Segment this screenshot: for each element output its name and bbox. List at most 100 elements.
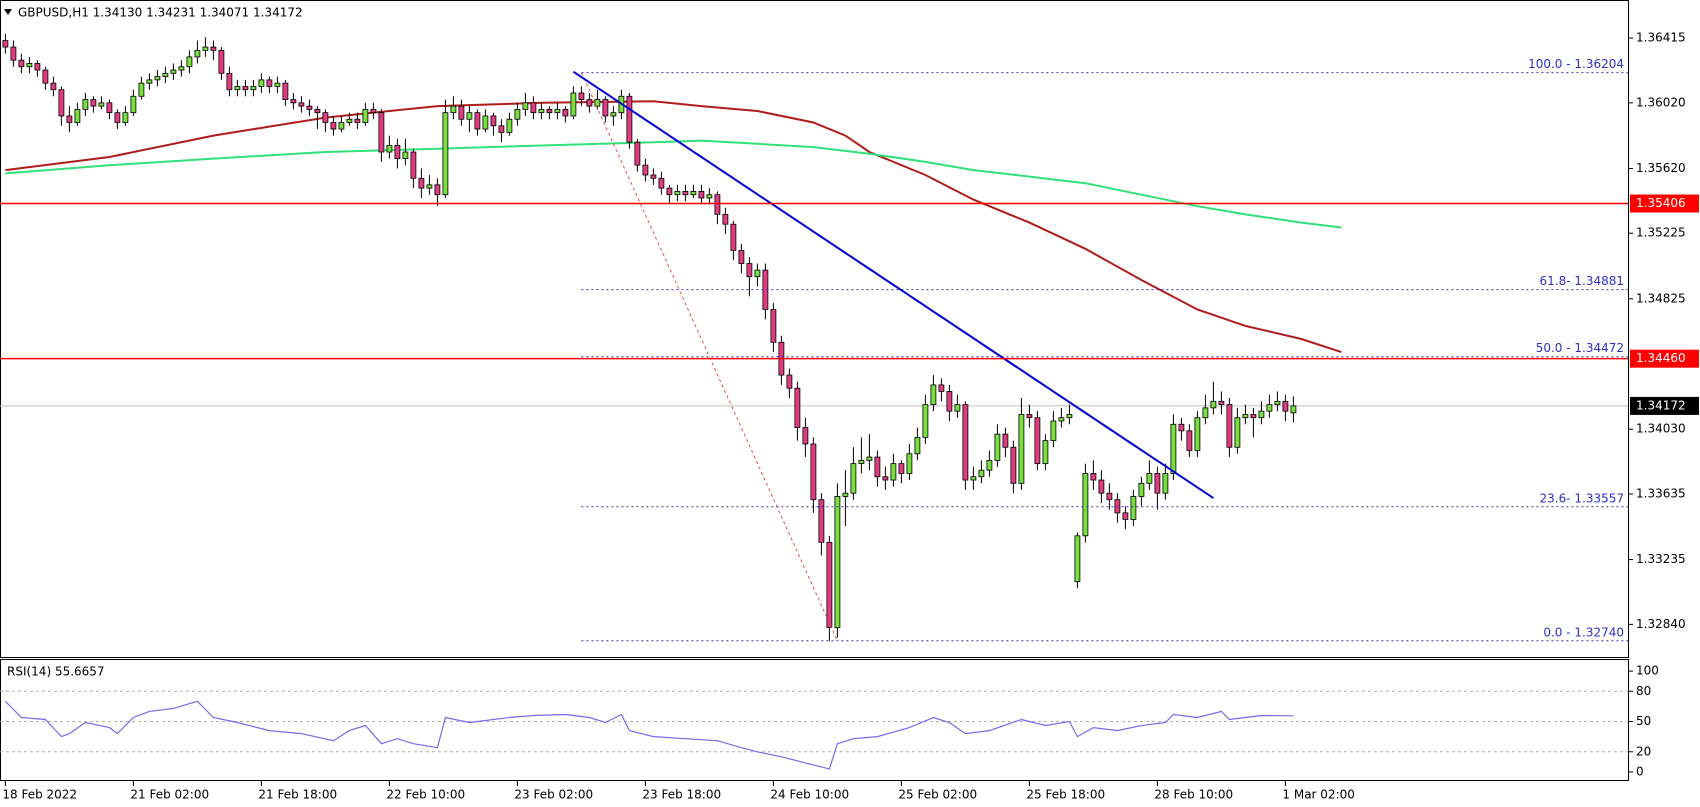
candle-body	[426, 184, 433, 189]
candle-body	[1274, 400, 1281, 405]
candle-body	[474, 112, 481, 130]
candle-body	[354, 118, 361, 123]
candle-body	[954, 404, 961, 412]
candle-body	[74, 108, 81, 123]
x-tick-label: 25 Feb 02:00	[898, 788, 977, 802]
candle-body	[922, 404, 929, 438]
chart-title: GBPUSD,H1 1.34130 1.34231 1.34071 1.3417…	[18, 6, 303, 20]
candle-body	[58, 89, 65, 117]
candle-body	[394, 145, 401, 159]
candle-body	[258, 79, 265, 87]
candle-body	[1258, 410, 1265, 419]
candle-body	[1010, 446, 1017, 484]
candle-body	[730, 223, 737, 251]
rsi-title: RSI(14) 55.6657	[7, 665, 105, 679]
candle-body	[1282, 400, 1289, 412]
level-label: 1.34460	[1636, 351, 1686, 365]
candle-body	[498, 125, 505, 133]
trend-line	[572, 70, 1214, 499]
fibonacci-label: 61.8- 1.34881	[1540, 274, 1625, 288]
candle-body	[1242, 414, 1249, 419]
candle-body	[770, 309, 777, 343]
candle-body	[490, 115, 497, 127]
candle-body	[1034, 417, 1041, 465]
y-tick-label: 1.34825	[1636, 291, 1686, 305]
x-tick-label: 22 Feb 10:00	[386, 788, 465, 802]
candle-body	[1090, 473, 1097, 481]
level-label: 1.35406	[1636, 196, 1686, 210]
candle-body	[890, 463, 897, 481]
candle-body	[194, 49, 201, 58]
candle-body	[298, 102, 305, 107]
candle-body	[970, 476, 977, 481]
candle-body	[458, 105, 465, 120]
candle-body	[1122, 512, 1129, 520]
candle-body	[714, 194, 721, 215]
candle-body	[130, 95, 137, 114]
x-tick-label: 23 Feb 02:00	[514, 788, 593, 802]
candle-body	[1026, 414, 1033, 419]
x-tick-label: 28 Feb 10:00	[1154, 788, 1233, 802]
candle-body	[626, 95, 633, 143]
y-tick-label: 1.36415	[1636, 31, 1686, 45]
candle-body	[1226, 404, 1233, 448]
y-tick-label: 1.36020	[1636, 95, 1686, 109]
candle-body	[634, 141, 641, 166]
candle-body	[1194, 417, 1201, 451]
candle-body	[930, 384, 937, 405]
candle-body	[698, 190, 705, 199]
candle-body	[586, 99, 593, 107]
candle-body	[1162, 473, 1169, 494]
y-tick-label: 1.32840	[1636, 617, 1686, 631]
candle-body	[1250, 414, 1257, 419]
candle-body	[1170, 423, 1177, 474]
y-tick-label: 50	[1636, 714, 1651, 728]
candle-body	[122, 112, 129, 123]
candle-body	[1002, 433, 1009, 448]
candle-body	[530, 102, 537, 114]
candle-body	[138, 82, 145, 97]
candle-body	[314, 108, 321, 114]
candle-body	[538, 108, 545, 114]
candle-body	[274, 82, 281, 87]
candle-body	[826, 541, 833, 629]
fibonacci-line	[580, 72, 838, 642]
candle-body	[1146, 473, 1153, 484]
candle-body	[1290, 405, 1297, 414]
level-box	[1630, 349, 1699, 368]
candle-body	[234, 86, 241, 91]
candle-body	[306, 105, 313, 110]
last-price-label: 1.34172	[1636, 398, 1686, 412]
x-tick-label: 21 Feb 18:00	[258, 788, 337, 802]
candle-body	[906, 453, 913, 474]
fibonacci-label: 100.0 - 1.36204	[1528, 57, 1624, 71]
y-tick-label: 100	[1636, 664, 1659, 678]
candle-body	[754, 269, 761, 278]
candle-body	[602, 99, 609, 117]
candle-body	[874, 456, 881, 478]
candle-body	[746, 263, 753, 278]
candle-body	[370, 108, 377, 114]
x-tick-label: 1 Mar 02:00	[1282, 788, 1355, 802]
candle-body	[570, 92, 577, 117]
y-tick-label: 1.35620	[1636, 161, 1686, 175]
candle-body	[186, 56, 193, 68]
candle-body	[898, 463, 905, 474]
candle-body	[866, 456, 873, 461]
candle-body	[50, 82, 57, 91]
candle-body	[642, 164, 649, 176]
candle-body	[1202, 407, 1209, 419]
candle-body	[842, 492, 849, 497]
candle-body	[386, 145, 393, 153]
candle-body	[1154, 473, 1161, 494]
candle-body	[722, 213, 729, 225]
y-tick-label: 1.33635	[1636, 486, 1686, 500]
candle-body	[466, 112, 473, 120]
candle-body	[650, 174, 657, 179]
candle-body	[610, 112, 617, 117]
y-tick-label: 0	[1636, 764, 1644, 778]
y-tick-label: 1.34030	[1636, 422, 1686, 436]
